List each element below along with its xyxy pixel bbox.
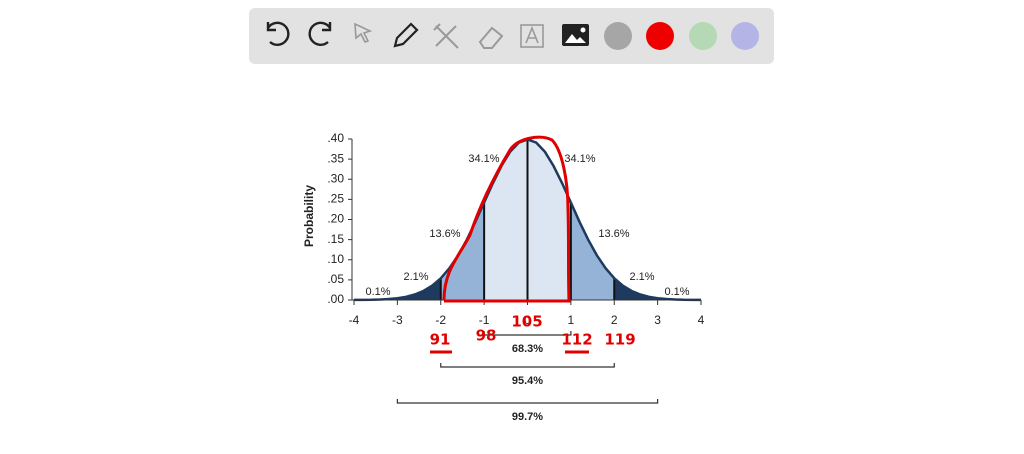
y-axis-label: Probability: [302, 185, 316, 247]
image-tool-glyph: [565, 34, 586, 43]
range-label: 68.3%: [512, 343, 543, 355]
region-label: 0.1%: [365, 286, 390, 298]
shape-tool[interactable]: [433, 23, 459, 49]
y-tick-label: .20: [327, 212, 344, 226]
range-bracket: [396, 399, 659, 404]
range-label: 95.4%: [512, 375, 543, 387]
region-label: 0.1%: [664, 286, 689, 298]
chart: Probability 0.1% 2.1% 13.6% 34.1% 34.1% 13.6%…: [302, 131, 704, 423]
x-tick-label: -3: [392, 313, 403, 327]
region-label: 13.6%: [429, 228, 460, 240]
y-tick-label: .40: [327, 131, 344, 145]
x-tick-label: 3: [654, 313, 661, 327]
x-tick-label: -4: [349, 313, 360, 327]
redo-button[interactable]: [308, 21, 332, 46]
y-tick-label: .10: [327, 252, 344, 266]
x-tick-label: -2: [435, 313, 446, 327]
x-tick-label: 0: [524, 313, 531, 327]
region-label: 34.1%: [468, 153, 499, 165]
pen-tool[interactable]: [393, 22, 419, 48]
select-tool[interactable]: [354, 22, 373, 43]
y-tick-label: .00: [327, 292, 344, 306]
undo-button[interactable]: [266, 21, 290, 46]
toolbar-bg: [249, 8, 774, 64]
y-tick-label: .25: [327, 192, 344, 206]
region-label: 2.1%: [403, 271, 428, 283]
hand-annotation: 91: [430, 331, 451, 349]
region-label: 13.6%: [598, 228, 629, 240]
toolbar: [249, 8, 774, 64]
y-tick-label: .30: [327, 171, 344, 185]
eraser-tool[interactable]: [478, 26, 504, 49]
hand-annotation: 112: [561, 331, 592, 349]
color-red[interactable]: [646, 22, 674, 50]
hand-annotation: 98: [476, 327, 497, 345]
region: [614, 278, 658, 300]
x-tick-label: 2: [611, 313, 618, 327]
x-tick-label: 1: [568, 313, 575, 327]
x-tick-label: 4: [698, 313, 705, 327]
handwriting: 91 98 105 112 119: [430, 135, 636, 354]
range-bracket: [483, 331, 572, 336]
hand-annotation: 105: [511, 313, 542, 331]
region: [397, 278, 441, 300]
hand-annotation: 119: [604, 331, 635, 349]
color-green[interactable]: [689, 22, 717, 50]
text-tool-glyph: [525, 25, 539, 44]
range-bracket: [440, 363, 615, 368]
region-label: 2.1%: [629, 271, 654, 283]
range-label: 99.7%: [512, 411, 543, 423]
color-purple[interactable]: [731, 22, 759, 50]
text-tool[interactable]: [520, 24, 544, 48]
image-tool-sun: [580, 27, 586, 33]
region-label: 34.1%: [564, 153, 595, 165]
hand-outline: [442, 135, 571, 303]
y-tick-label: .35: [327, 151, 344, 165]
color-gray[interactable]: [604, 22, 632, 50]
y-tick-label: .05: [327, 272, 344, 286]
x-tick-label: -1: [479, 313, 490, 327]
y-tick-label: .15: [327, 232, 344, 246]
